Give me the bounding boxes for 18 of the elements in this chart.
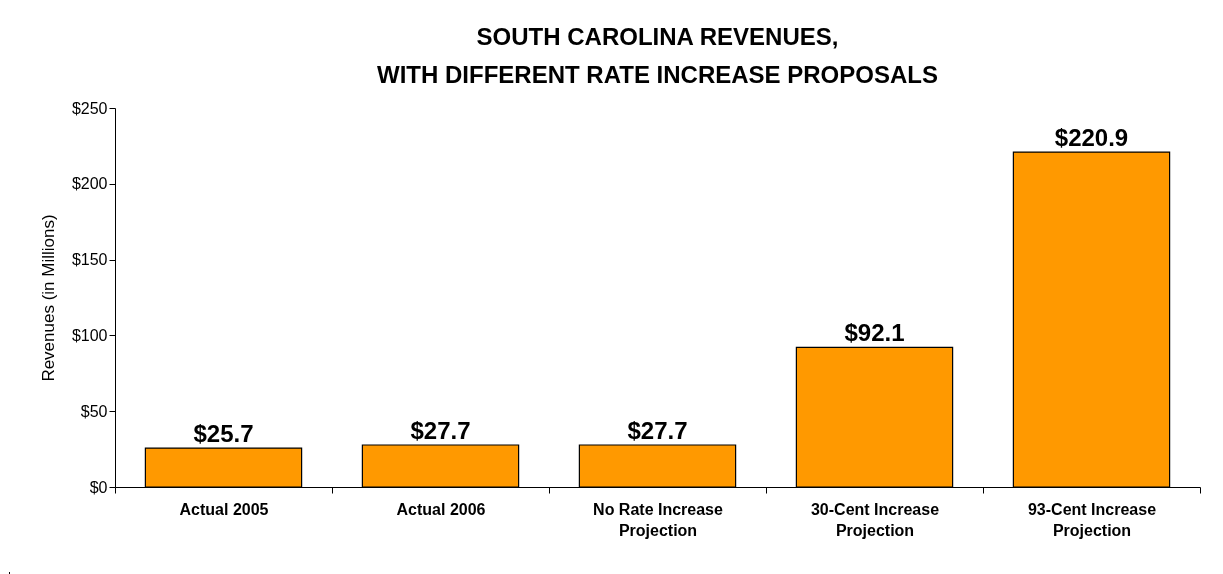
x-tick-label: Actual 2006 <box>396 500 486 518</box>
y-axis-title: Revenues (in Millions) <box>38 214 58 382</box>
y-tick-label: $150 <box>71 251 108 269</box>
y-tick-label: $100 <box>71 326 108 344</box>
data-label: $220.9 <box>1054 124 1129 152</box>
data-label: $27.7 <box>627 417 688 445</box>
x-tick-label: Actual 2005 <box>179 500 269 518</box>
x-tick-label: 30-Cent Increase Projection <box>810 500 940 539</box>
y-tick-label: $200 <box>71 175 108 193</box>
y-tick-label: $0 <box>89 478 108 496</box>
data-label: $27.7 <box>410 417 471 445</box>
data-label: $25.7 <box>193 420 254 448</box>
x-tick-label: No Rate Increase Projection <box>593 500 724 539</box>
y-tick-label: $50 <box>80 402 108 420</box>
data-label: $92.1 <box>844 319 905 347</box>
y-tick-label: $250 <box>71 99 108 117</box>
x-tick-label: 93-Cent Increase Projection <box>1027 500 1157 539</box>
chart-title: SOUTH CAROLINA REVENUES, WITH DIFFERENT RATE INCREASE PROPOSALS <box>377 23 938 88</box>
